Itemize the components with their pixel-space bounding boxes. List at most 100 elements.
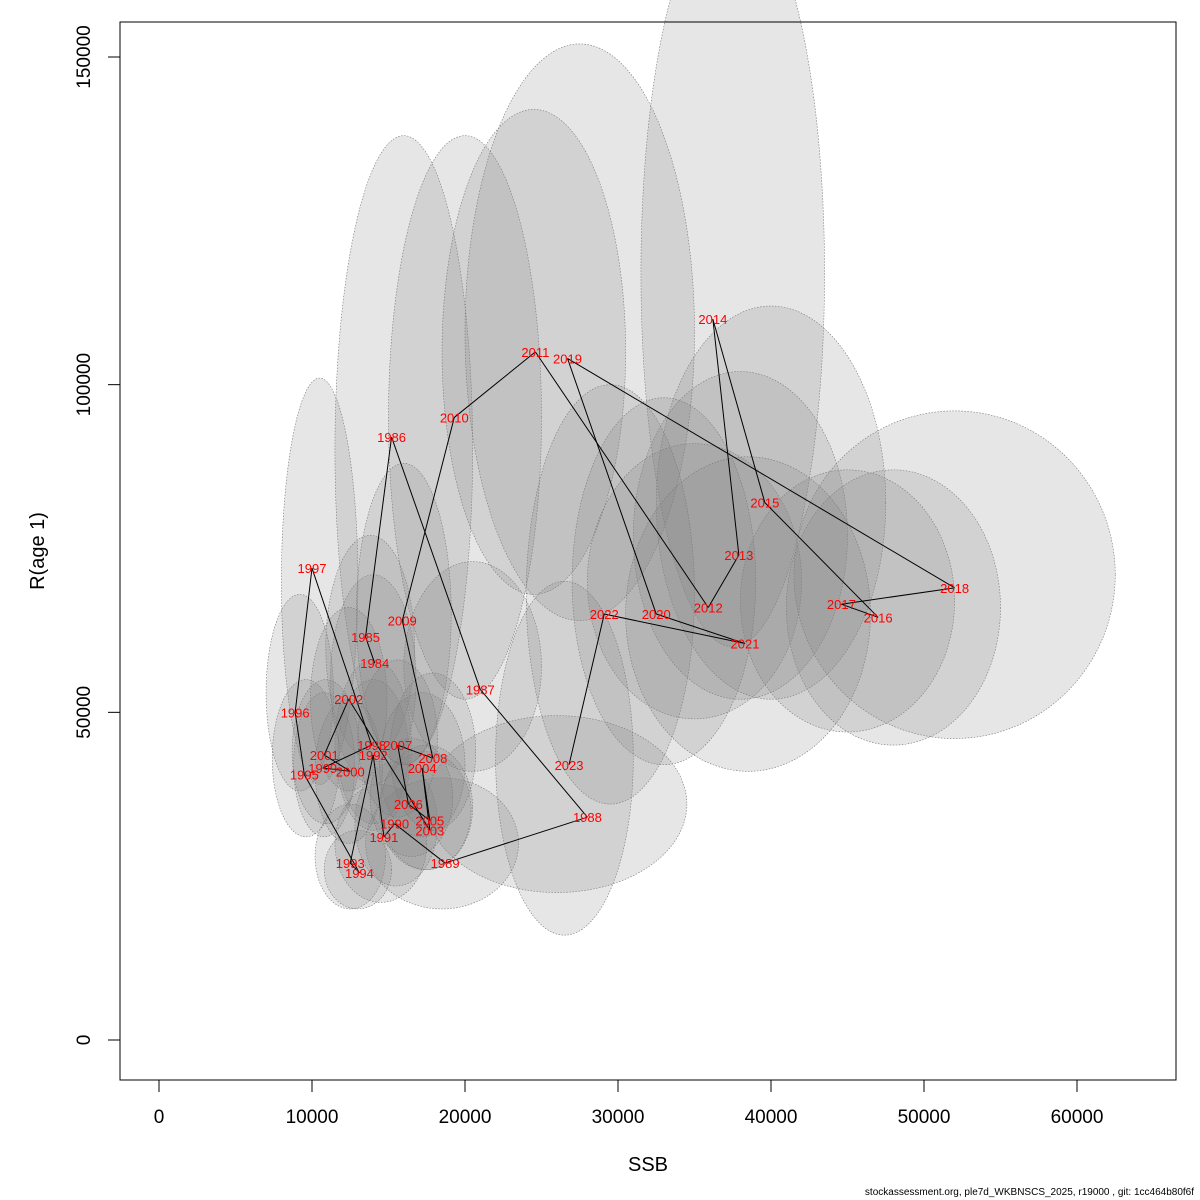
x-tick-label: 60000 — [1051, 1107, 1104, 1128]
year-label-2010: 2010 — [440, 410, 469, 425]
year-label-1992: 1992 — [359, 748, 388, 763]
trajectory-lines — [294, 318, 955, 874]
trajectory-segment-1987-1988 — [479, 689, 588, 818]
year-label-2023: 2023 — [555, 758, 584, 773]
trajectory-segment-1997-1998 — [311, 568, 373, 746]
year-label-1988: 1988 — [573, 810, 602, 825]
year-label-2000: 2000 — [336, 764, 365, 779]
confidence-ellipse-1991 — [334, 784, 428, 903]
trajectory-segment-1992-1993 — [349, 754, 374, 864]
year-label-2006: 2006 — [394, 797, 423, 812]
year-label-1986: 1986 — [377, 430, 406, 445]
year-label-2009: 2009 — [388, 614, 417, 629]
year-label-1999: 1999 — [308, 761, 337, 776]
year-label-2011: 2011 — [521, 345, 549, 360]
trajectory-segment-1991-1992 — [372, 754, 385, 837]
y-tick-label: 50000 — [74, 686, 95, 739]
trajectory-segment-2013-2014 — [712, 319, 740, 556]
trajectory-segment-2012-2013 — [707, 554, 740, 608]
trajectory-segment-1996-1997 — [294, 568, 313, 713]
year-label-2001: 2001 — [310, 748, 339, 763]
year-label-1993: 1993 — [336, 856, 365, 871]
year-label-1994: 1994 — [345, 866, 374, 881]
trajectory-segment-1990-1991 — [383, 823, 396, 838]
confidence-ellipse-2010 — [388, 135, 542, 700]
confidence-ellipses — [265, 0, 1116, 936]
year-label-2016: 2016 — [864, 610, 893, 625]
trajectory-segment-1986-1987 — [391, 436, 481, 690]
confidence-ellipse-2007 — [357, 659, 438, 818]
year-label-2019: 2019 — [553, 351, 582, 366]
year-label-1985: 1985 — [351, 630, 380, 645]
confidence-ellipse-1990 — [354, 761, 438, 887]
year-label-1987: 1987 — [466, 682, 495, 697]
trajectory-segment-2000-2001 — [323, 754, 351, 772]
confidence-ellipse-2017 — [740, 469, 955, 733]
trajectory-segment-1998-1999 — [322, 744, 372, 769]
confidence-ellipse-2014 — [640, 0, 825, 647]
trajectory-segment-1994-1995 — [303, 774, 360, 874]
trajectory-segment-2016-2017 — [841, 603, 879, 618]
trajectory-segment-2009-2010 — [401, 417, 455, 621]
trajectory-segment-2022-2023 — [568, 613, 605, 765]
trajectory-segment-2021-2022 — [604, 613, 746, 645]
y-tick-label: 150000 — [74, 25, 95, 88]
y-tick-label: 0 — [74, 1035, 95, 1046]
y-axis: 0 50000 100000 150000 — [74, 25, 121, 1046]
x-axis-title: SSB — [628, 1154, 668, 1176]
trajectory-segment-2011-2012 — [534, 351, 709, 608]
trajectory-segment-2017-2018 — [841, 587, 955, 605]
confidence-ellipse-1995 — [271, 679, 340, 838]
trajectory-segment-2010-2011 — [453, 351, 536, 418]
y-tick-label: 100000 — [74, 353, 95, 416]
confidence-ellipse-2016 — [786, 469, 1001, 746]
year-label-2005: 2005 — [415, 813, 444, 828]
y-axis-title: R(age 1) — [27, 512, 49, 590]
confidence-ellipse-1985 — [325, 535, 415, 759]
trajectory-segment-1995-1996 — [294, 712, 305, 775]
year-label-1989: 1989 — [431, 856, 460, 871]
year-label-2013: 2013 — [724, 548, 753, 563]
year-label-1997: 1997 — [298, 561, 327, 576]
confidence-ellipse-2003 — [379, 751, 472, 870]
confidence-ellipse-2011 — [441, 109, 626, 595]
x-tick-label: 10000 — [286, 1107, 339, 1128]
year-label-2002: 2002 — [334, 692, 363, 707]
trajectory-segment-2015-2016 — [764, 502, 879, 618]
year-label-1990: 1990 — [380, 817, 409, 832]
confidence-ellipse-2013 — [633, 371, 848, 700]
trajectory-segment-1993-1994 — [349, 862, 360, 874]
year-label-2020: 2020 — [642, 607, 671, 622]
confidence-ellipse-1997 — [281, 377, 359, 785]
year-label-1984: 1984 — [360, 656, 389, 671]
year-label-2007: 2007 — [383, 738, 412, 753]
confidence-ellipse-2004 — [379, 692, 466, 838]
confidence-ellipse-2020 — [571, 397, 757, 766]
trajectory-segment-1984-1985 — [365, 636, 376, 664]
year-label-2015: 2015 — [750, 496, 779, 511]
trajectory-segment-1988-1989 — [444, 816, 588, 864]
trajectory-segment-2014-2015 — [712, 318, 766, 503]
trajectory-segment-2008-2009 — [401, 620, 434, 759]
year-label-2021: 2021 — [731, 637, 760, 652]
trajectory-segment-1985-1986 — [365, 437, 393, 638]
trajectory-segment-2001-2002 — [323, 699, 350, 756]
confidence-ellipse-2023 — [495, 580, 634, 936]
trajectory-segment-1999-2000 — [322, 767, 351, 772]
year-label-2003: 2003 — [415, 823, 444, 838]
year-label-2012: 2012 — [694, 600, 723, 615]
confidence-ellipse-1989 — [365, 777, 519, 910]
confidence-ellipse-1996 — [265, 594, 334, 792]
year-label-2014: 2014 — [698, 312, 727, 327]
year-label-2008: 2008 — [418, 751, 447, 766]
year-label-2018: 2018 — [940, 581, 969, 596]
year-label-1991: 1991 — [369, 830, 398, 845]
trajectory-segment-2006-2007 — [397, 745, 409, 805]
confidence-ellipse-2015 — [655, 305, 887, 700]
confidence-ellipse-1999 — [293, 692, 356, 838]
trajectory-segment-2020-2021 — [656, 613, 746, 644]
trajectory-segment-2019-2020 — [567, 358, 657, 615]
x-tick-label: 20000 — [439, 1107, 492, 1128]
